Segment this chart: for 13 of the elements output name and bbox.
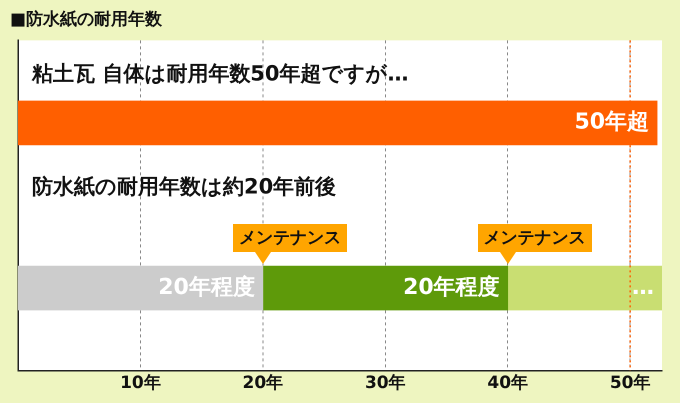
data-label: 20年程度 xyxy=(403,274,500,300)
chart-title: ■防水紙の耐用年数 xyxy=(10,10,164,30)
annotation: 防水紙の耐用年数は約20年前後 xyxy=(32,174,336,199)
x-tick-label: 20年 xyxy=(242,373,284,394)
x-tick-label: 50年 xyxy=(610,373,651,394)
annotation: メンテナンス xyxy=(478,224,592,252)
data-label: … xyxy=(632,274,654,300)
annotation: 粘土瓦 自体は耐用年数50年超ですが… xyxy=(31,61,409,86)
x-tick-label: 30年 xyxy=(364,373,406,394)
x-tick-label: 10年 xyxy=(120,373,161,394)
annotation: メンテナンス xyxy=(232,224,347,252)
annotation: 50年超 xyxy=(574,110,650,135)
x-tick-label: 40年 xyxy=(487,373,528,394)
